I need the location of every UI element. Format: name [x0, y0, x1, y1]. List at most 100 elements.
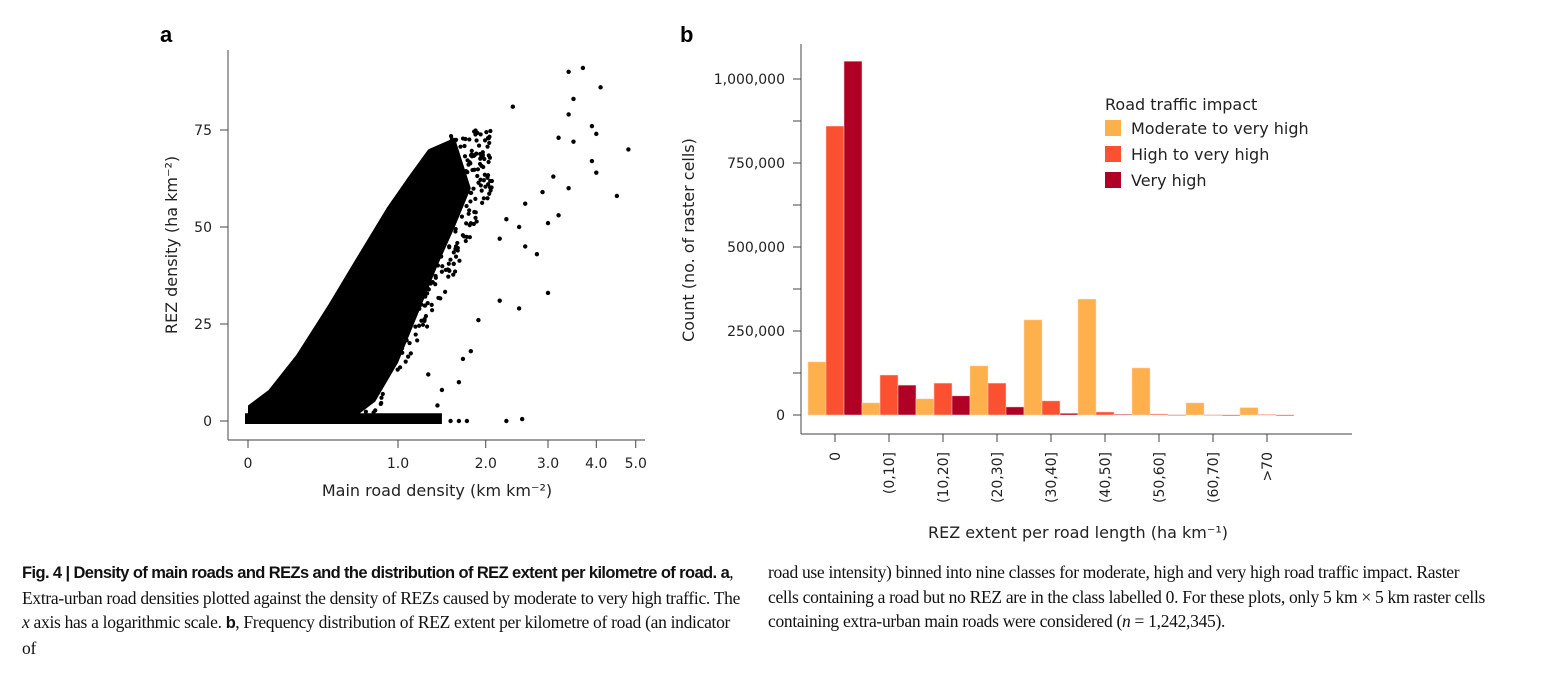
chart-a-point — [458, 144, 463, 149]
chart-b-x-tick-label: (0,10] — [882, 452, 898, 494]
chart-a-x-tick-label: 1.0 — [387, 456, 409, 472]
chart-a-x-tick-label: 2.0 — [475, 456, 497, 472]
chart-a-point — [370, 389, 375, 394]
chart-b-bar — [1023, 319, 1043, 416]
chart-a-point — [389, 342, 395, 347]
chart-a-point — [367, 296, 372, 301]
chart-a-point — [440, 160, 445, 165]
chart-a-point — [410, 314, 415, 319]
chart-a-point — [400, 350, 405, 355]
chart-a-point — [417, 266, 422, 271]
chart-a-point — [379, 250, 384, 256]
chart-a-point — [448, 257, 453, 262]
chart-a-point — [468, 348, 474, 354]
chart-a-point — [482, 138, 488, 143]
chart-a-point — [516, 224, 522, 230]
chart-a-point — [445, 267, 450, 272]
chart-a-point — [333, 318, 338, 323]
chart-a-point — [298, 357, 303, 362]
chart-a-point — [397, 365, 403, 370]
chart-a-point — [420, 230, 425, 236]
chart-a-point — [483, 184, 488, 189]
chart-a-point — [268, 389, 273, 394]
chart-a-point — [368, 347, 373, 352]
chart-a-point — [566, 186, 571, 191]
chart-a-point — [463, 238, 468, 244]
chart-a-point — [451, 146, 456, 151]
chart-a-point — [448, 220, 453, 225]
chart-a-point — [407, 222, 412, 228]
chart-a-y-tick-label: 25 — [194, 317, 212, 333]
chart-a-point — [462, 143, 467, 149]
chart-a-point — [453, 191, 459, 197]
chart-a-point — [350, 327, 356, 332]
chart-a-point — [375, 360, 380, 365]
chart-a-point — [416, 301, 421, 306]
chart-a-point — [368, 267, 374, 272]
chart-a-point — [423, 219, 429, 224]
chart-a-point — [438, 215, 443, 220]
chart-a-point — [351, 397, 356, 402]
chart-a-point — [403, 231, 408, 236]
chart-a-point — [441, 178, 447, 183]
chart-a-point — [482, 172, 487, 177]
chart-a-point — [464, 221, 469, 226]
chart-a-point — [399, 346, 405, 351]
chart-a-point — [383, 233, 388, 239]
chart-b-bar — [1131, 367, 1151, 416]
chart-a-point — [410, 293, 415, 298]
chart-a-point — [432, 177, 437, 182]
chart-a-point — [371, 410, 376, 415]
chart-a-point — [480, 150, 485, 155]
chart-a-point — [397, 303, 402, 308]
chart-a-point — [407, 340, 412, 346]
chart-a-point — [363, 294, 368, 299]
chart-a-point — [427, 200, 432, 205]
chart-a-point — [457, 189, 462, 194]
chart-a-point — [386, 241, 391, 247]
chart-a-point — [448, 180, 454, 185]
chart-a-point — [357, 287, 362, 292]
chart-a-point — [489, 185, 494, 190]
chart-a-point — [480, 200, 485, 205]
chart-a-point — [365, 332, 370, 338]
chart-a-point — [414, 307, 419, 312]
chart-a-point — [472, 152, 477, 157]
chart-a-point — [487, 191, 492, 196]
chart-a-point — [362, 301, 367, 306]
chart-a-point — [415, 338, 420, 343]
chart-a-point — [390, 348, 395, 353]
chart-a-point — [475, 167, 481, 172]
chart-a-point — [400, 225, 405, 230]
chart-a-point — [363, 409, 369, 414]
chart-a-point — [371, 263, 376, 268]
chart-a-point — [458, 174, 464, 179]
chart-a-point — [474, 138, 479, 143]
chart-a-point — [331, 312, 336, 318]
chart-a-point — [441, 242, 446, 248]
chart-b-x-tick-label: (30,40] — [1044, 452, 1060, 503]
chart-a-point — [434, 168, 439, 173]
caption-fig-label: Fig. 4 | — [22, 564, 74, 582]
chart-a-point — [475, 173, 480, 179]
chart-a-point — [441, 198, 446, 203]
chart-a-point — [422, 275, 427, 280]
chart-a-point — [589, 158, 595, 164]
chart-a-point — [371, 357, 376, 363]
chart-a-point — [401, 310, 406, 316]
chart-b-bar — [879, 374, 899, 416]
chart-a-x-tick-label: 4.0 — [585, 456, 607, 472]
chart-a-point — [426, 279, 431, 284]
chart-a-point — [420, 198, 426, 203]
chart-a-point — [466, 211, 471, 216]
chart-a-point — [408, 351, 413, 356]
chart-a-point — [452, 269, 458, 274]
chart-a-point — [455, 248, 460, 253]
chart-a-point — [452, 199, 457, 205]
chart-b-legend: Road traffic impact Moderate to very high… — [1105, 95, 1309, 190]
chart-a-point — [420, 322, 426, 327]
chart-a-point — [391, 247, 396, 252]
chart-b-y-axis-label: Count (no. of raster cells) — [679, 138, 698, 342]
chart-a-point — [451, 261, 456, 266]
chart-a-point — [370, 351, 376, 356]
